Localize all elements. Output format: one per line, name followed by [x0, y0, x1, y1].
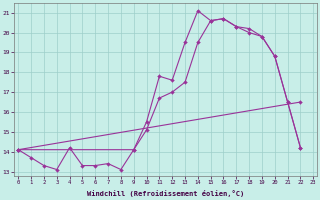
X-axis label: Windchill (Refroidissement éolien,°C): Windchill (Refroidissement éolien,°C) — [87, 190, 244, 197]
